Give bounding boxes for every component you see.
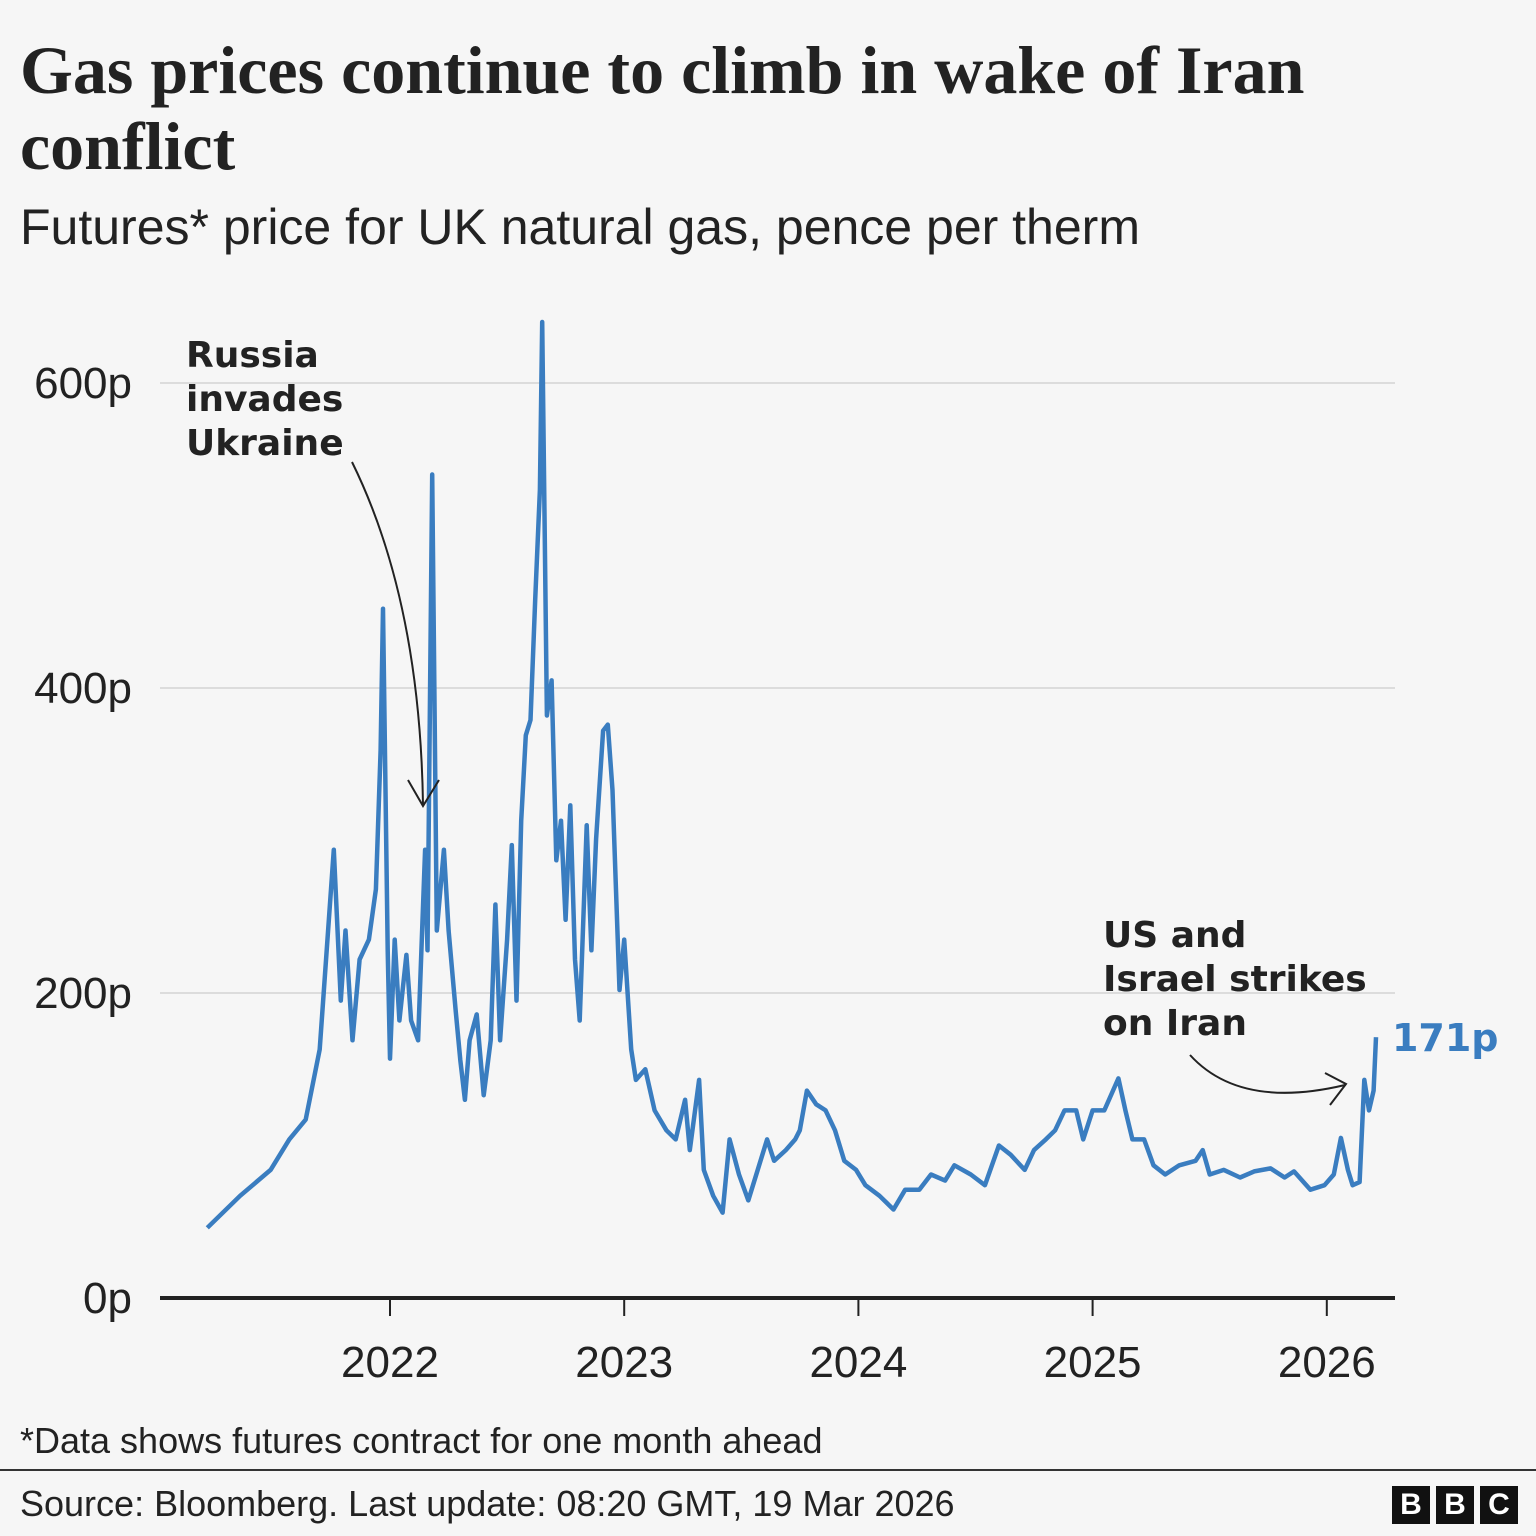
annotation-text: on Iran [1103, 1003, 1247, 1044]
x-tick-label: 2026 [1278, 1338, 1376, 1387]
annotation-text: Russia [186, 335, 319, 376]
logo-letter: B [1392, 1486, 1430, 1524]
y-axis-labels: 0p 200p 400p 600p [34, 359, 132, 1323]
logo-letter: B [1436, 1486, 1474, 1524]
gridlines [160, 382, 1395, 1300]
x-tick-label: 2024 [809, 1338, 907, 1387]
chart-title: Gas prices continue to climb in wake of … [20, 32, 1305, 184]
footnote: *Data shows futures contract for one mon… [20, 1420, 823, 1461]
arrow-head-icon [407, 779, 440, 808]
y-tick-label: 0p [83, 1274, 132, 1323]
gas-price-line [205, 319, 1379, 1230]
annotation-arrow [1189, 1054, 1346, 1094]
x-tick-label: 2025 [1044, 1338, 1142, 1387]
annotation-text: invades [186, 379, 343, 420]
divider [0, 1469, 1536, 1471]
annotation-text: Israel strikes [1103, 959, 1367, 1000]
last-value-label: 171p [1392, 1016, 1499, 1060]
x-tick-label: 2023 [575, 1338, 673, 1387]
annotation-arrow [351, 461, 424, 806]
annotation-text: Ukraine [186, 423, 344, 464]
y-tick-label: 400p [34, 664, 132, 713]
source-note: Source: Bloomberg. Last update: 08:20 GM… [20, 1483, 955, 1524]
x-axis-labels: 2022 2023 2024 2025 2026 [341, 1298, 1376, 1387]
y-tick-label: 600p [34, 359, 132, 408]
y-tick-label: 200p [34, 969, 132, 1018]
bbc-logo: B B C [1392, 1486, 1518, 1524]
annotation-text: US and [1103, 915, 1246, 956]
arrow-head-icon [1324, 1072, 1348, 1106]
x-tick-label: 2022 [341, 1338, 439, 1387]
chart-subtitle: Futures* price for UK natural gas, pence… [20, 199, 1140, 255]
logo-letter: C [1480, 1486, 1518, 1524]
